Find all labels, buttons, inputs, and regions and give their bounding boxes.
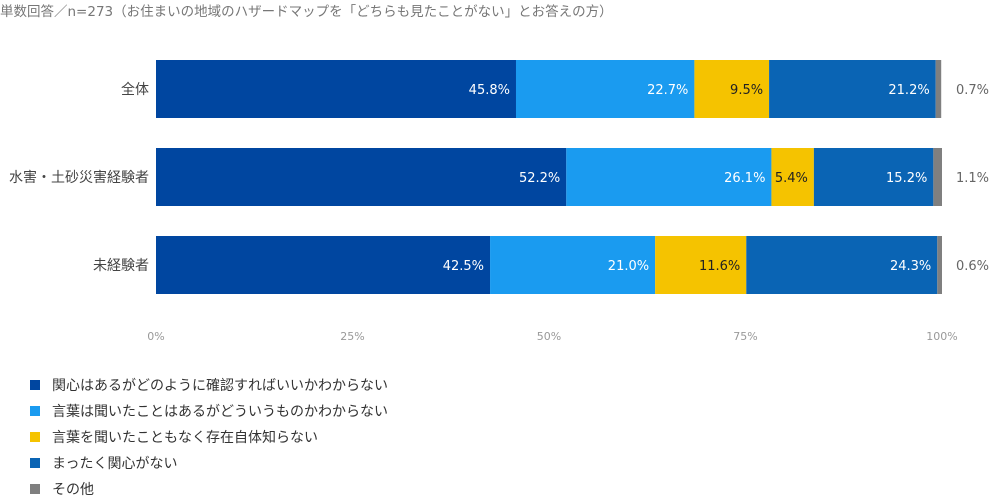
bar-segment [490,236,656,294]
bar-segment [933,148,942,206]
bar-segment [694,60,770,118]
bar-segment [937,236,942,294]
bar-segment [156,148,567,206]
data-label: 26.1% [724,171,765,186]
legend: 関心はあるがどのように確認すればいいかわからない 言葉は聞いたことはあるがどういう… [30,372,388,502]
data-label: 0.7% [956,83,989,98]
data-label: 42.5% [443,259,484,274]
legend-item: 関心はあるがどのように確認すればいいかわからない [30,372,388,398]
legend-label: まったく関心がない [52,456,178,472]
data-label: 9.5% [730,83,763,98]
data-label: 0.6% [956,259,989,274]
legend-swatch [30,432,40,442]
legend-item: その他 [30,476,388,502]
x-tick-label: 100% [926,330,957,343]
data-label: 21.0% [608,259,649,274]
category-label: 未経験者 [93,258,149,274]
legend-swatch [30,406,40,416]
bar-segment [655,236,747,294]
category-label: 全体 [121,81,149,98]
legend-item: 言葉を聞いたこともなく存在自体知らない [30,424,388,450]
data-label: 24.3% [890,259,931,274]
bar-segment [813,148,934,206]
legend-label: その他 [52,482,94,498]
legend-label: 関心はあるがどのように確認すればいいかわからない [52,378,388,394]
data-label: 22.7% [647,83,688,98]
data-label: 5.4% [775,171,808,186]
chart-title: 単数回答／n=273（お住まいの地域のハザードマップを「どちらも見たことがない」… [0,4,613,20]
bar-segment [771,148,814,206]
data-label: 1.1% [956,171,989,186]
category-label: 水害・土砂災害経験者 [9,170,149,186]
bar-segment [156,236,491,294]
legend-item: 言葉は聞いたことはあるがどういうものかわからない [30,398,388,424]
data-label: 45.8% [469,83,510,98]
data-label: 21.2% [888,83,929,98]
bar-segment [515,60,695,118]
bar-segment [156,60,516,118]
bar-segment [935,60,942,118]
x-tick-label: 0% [147,330,164,343]
legend-label: 言葉を聞いたこともなく存在自体知らない [52,430,318,446]
x-tick-label: 25% [340,330,364,343]
bar-segment [769,60,936,118]
data-label: 11.6% [699,259,740,274]
bar-segment [566,148,772,206]
bar-segment [746,236,938,294]
data-label: 15.2% [886,171,927,186]
legend-swatch [30,484,40,494]
legend-label: 言葉は聞いたことはあるがどういうものかわからない [52,404,388,420]
legend-item: まったく関心がない [30,450,388,476]
data-label: 52.2% [519,171,560,186]
x-tick-label: 75% [733,330,757,343]
stacked-bar-chart: 全体 45.8% 22.7% 9.5% 21.2% 0.7% 水害・土砂災害経験者 52.2%… [9,60,989,343]
legend-swatch [30,380,40,390]
x-tick-label: 50% [537,330,561,343]
legend-swatch [30,458,40,468]
